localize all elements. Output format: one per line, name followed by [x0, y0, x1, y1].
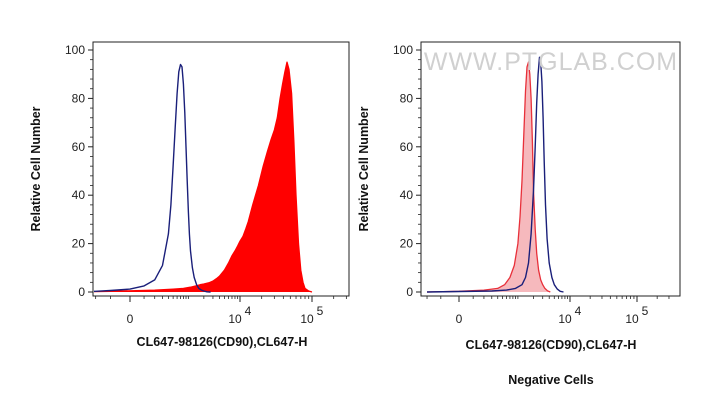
x-axis-title: CL647-98126(CD90),CL647-H: [137, 335, 308, 349]
x-tick-label: 0: [456, 312, 463, 326]
y-tick-label: 100: [65, 43, 85, 57]
y-tick-label: 80: [400, 91, 414, 105]
y-tick-label: 60: [72, 140, 86, 154]
y-tick-label: 80: [72, 91, 86, 105]
y-axis-title: Relative Cell Number: [29, 106, 43, 231]
x-tick-exponent: 5: [642, 304, 649, 318]
y-tick-label: 20: [400, 237, 414, 251]
y-tick-label: 100: [393, 43, 413, 57]
watermark-text: WWW.PTGLAB.COM: [424, 48, 678, 76]
histogram-stained-outline: [94, 61, 313, 293]
x-axis-title: CL647-98126(CD90),CL647-H: [466, 338, 637, 352]
plot-frame: [420, 41, 681, 297]
plot-frame: [92, 41, 350, 297]
y-axis-title: Relative Cell Number: [357, 106, 371, 231]
x-tick-label: 10: [558, 312, 572, 326]
histogram-negative-stained-fill: [427, 62, 551, 292]
plot-area: [426, 56, 564, 293]
plot-area: [94, 61, 313, 293]
x-tick-exponent: 5: [317, 304, 324, 318]
histogram-negative-stained-outline: [426, 61, 551, 293]
histogram-isotype-line: [94, 63, 211, 293]
y-tick-label: 40: [400, 188, 414, 202]
x-tick-label: 0: [127, 312, 134, 326]
y-tick-label: 40: [72, 188, 86, 202]
y-tick-label: 60: [400, 140, 414, 154]
x-tick-exponent: 4: [245, 304, 252, 318]
x-tick-exponent: 4: [575, 304, 582, 318]
figure-caption: Negative Cells: [508, 373, 594, 387]
y-tick-label: 20: [72, 237, 86, 251]
y-tick-label: 0: [406, 285, 413, 299]
histogram-stained-fill: [94, 62, 312, 292]
x-tick-label: 10: [228, 312, 242, 326]
y-tick-label: 0: [78, 285, 85, 299]
histogram-isotype-line: [426, 56, 564, 293]
x-tick-label: 10: [625, 312, 639, 326]
x-tick-label: 10: [300, 312, 314, 326]
